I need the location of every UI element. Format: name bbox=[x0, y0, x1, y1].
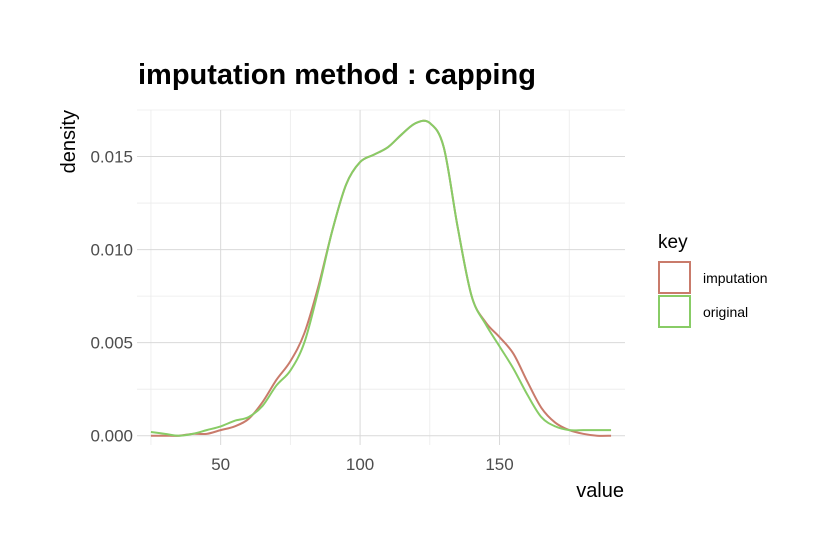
legend: key imputation original bbox=[658, 232, 768, 328]
y-tick-label: 0.000 bbox=[90, 427, 133, 446]
chart-title: imputation method : capping bbox=[138, 59, 536, 91]
legend-title: key bbox=[658, 232, 688, 253]
legend-key-original bbox=[658, 295, 691, 328]
x-tick-label: 100 bbox=[346, 455, 374, 474]
y-axis-label: density bbox=[58, 110, 80, 173]
y-tick-label: 0.005 bbox=[90, 334, 133, 353]
x-axis: 50 100 150 bbox=[211, 455, 514, 474]
y-tick-label: 0.010 bbox=[90, 241, 133, 260]
series-line-original bbox=[150, 119, 612, 437]
x-tick-label: 150 bbox=[485, 455, 513, 474]
legend-label-original: original bbox=[703, 304, 748, 320]
x-axis-label: value bbox=[576, 480, 624, 502]
grid bbox=[137, 109, 625, 445]
y-tick-label: 0.015 bbox=[90, 148, 133, 167]
series-lines bbox=[150, 119, 612, 437]
series-line-imputation bbox=[150, 119, 612, 437]
x-tick-label: 50 bbox=[211, 455, 230, 474]
legend-label-imputation: imputation bbox=[703, 270, 768, 286]
legend-key-imputation bbox=[658, 261, 691, 294]
y-axis: 0.000 0.005 0.010 0.015 bbox=[90, 148, 133, 446]
